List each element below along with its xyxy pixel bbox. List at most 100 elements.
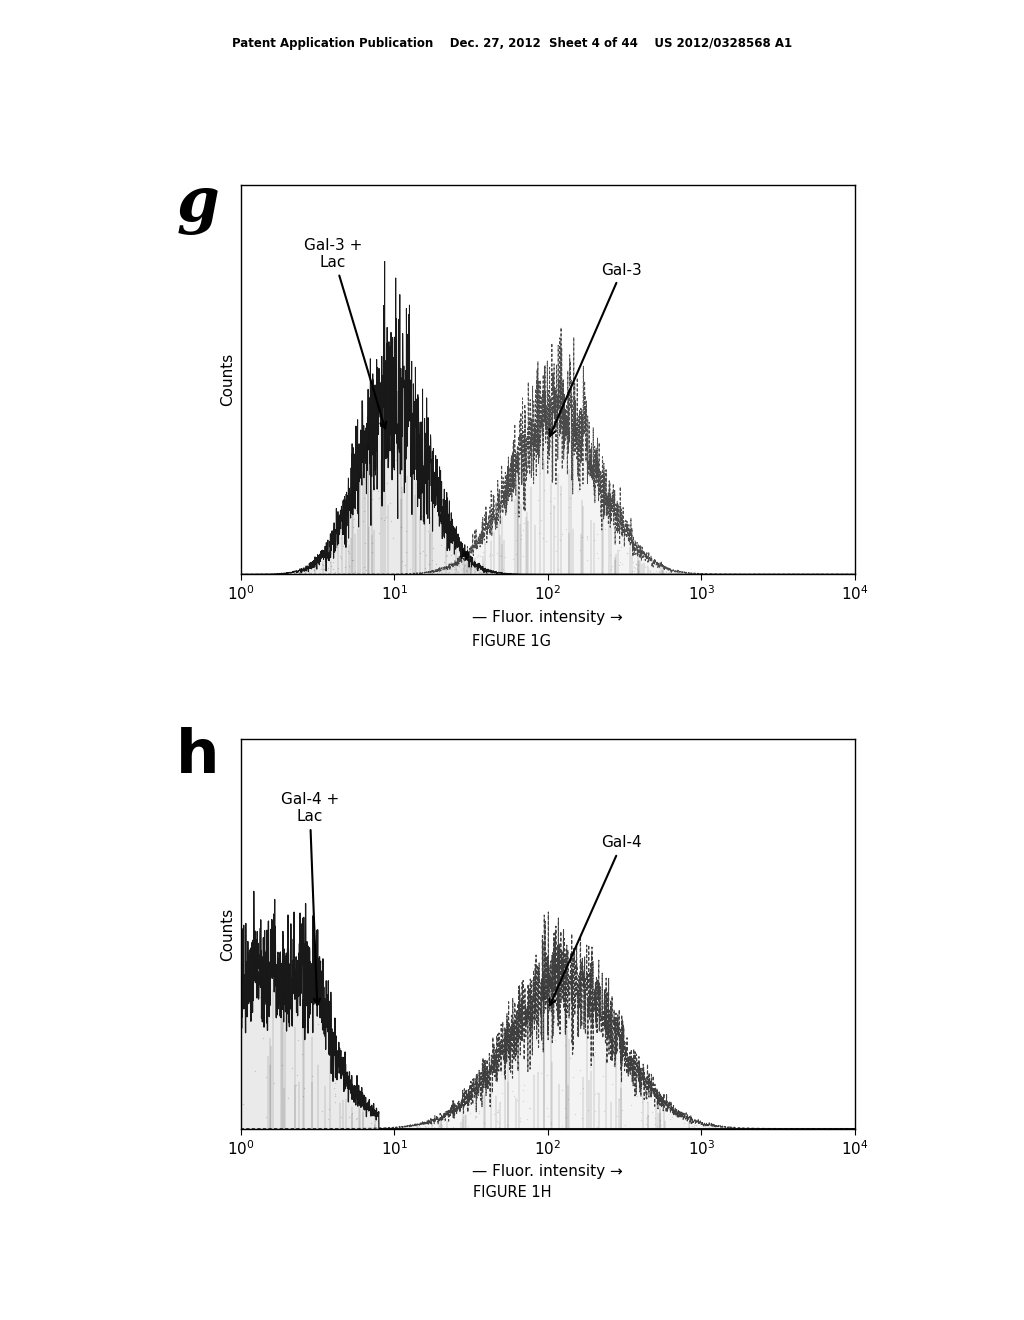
Point [809, 564, 825, 585]
Point [559, 564, 575, 585]
Point [397, 564, 414, 585]
Point [288, 1074, 304, 1096]
Point [796, 564, 812, 585]
Point [650, 1118, 667, 1139]
Point [424, 562, 440, 583]
Point [551, 1118, 567, 1139]
Point [558, 1106, 574, 1127]
Point [656, 1118, 673, 1139]
Point [815, 1118, 831, 1139]
Point [467, 1106, 483, 1127]
Point [675, 1118, 691, 1139]
Point [477, 533, 494, 554]
Point [541, 564, 557, 585]
Point [808, 1118, 824, 1139]
Point [248, 1118, 264, 1139]
Point [644, 562, 660, 583]
Point [479, 562, 496, 583]
Point [520, 1097, 537, 1118]
Point [648, 564, 665, 585]
Point [770, 1118, 786, 1139]
Point [357, 1102, 374, 1123]
Point [468, 561, 484, 582]
Point [581, 564, 597, 585]
Point [726, 564, 742, 585]
Point [250, 564, 266, 585]
Point [524, 564, 541, 585]
Point [776, 564, 793, 585]
Point [824, 564, 841, 585]
Point [508, 544, 524, 565]
Point [753, 1118, 769, 1139]
Point [577, 1118, 593, 1139]
Point [728, 564, 744, 585]
Point [574, 1077, 591, 1098]
Point [763, 564, 779, 585]
Point [507, 502, 523, 523]
Point [733, 564, 750, 585]
Point [680, 564, 696, 585]
Point [423, 562, 439, 583]
Point [596, 1101, 612, 1122]
Point [433, 562, 450, 583]
Point [660, 561, 677, 582]
Point [431, 561, 447, 582]
Point [702, 1118, 719, 1139]
Point [550, 564, 566, 585]
Point [481, 1088, 498, 1109]
Point [641, 560, 657, 581]
Point [755, 1118, 771, 1139]
Point [839, 564, 855, 585]
Point [628, 553, 644, 574]
Point [347, 499, 364, 520]
Point [414, 1118, 430, 1139]
Point [672, 562, 688, 583]
Point [839, 1118, 855, 1139]
Point [401, 558, 418, 579]
Point [365, 541, 381, 562]
Point [738, 564, 755, 585]
Point [828, 564, 845, 585]
Point [762, 564, 778, 585]
Point [492, 564, 508, 585]
Point [808, 564, 824, 585]
Point [732, 1118, 749, 1139]
Point [458, 554, 474, 576]
Point [440, 562, 457, 583]
Point [471, 560, 487, 581]
Point [666, 1118, 682, 1139]
Point [565, 1067, 582, 1088]
Point [258, 1106, 274, 1127]
Point [395, 1117, 412, 1138]
Point [758, 1118, 774, 1139]
Point [626, 1118, 642, 1139]
Point [514, 545, 530, 566]
Point [735, 1118, 752, 1139]
Point [645, 1118, 662, 1139]
Point [511, 1110, 527, 1131]
Point [268, 1118, 285, 1139]
Point [590, 548, 606, 569]
Point [714, 1117, 730, 1138]
Point [456, 556, 472, 577]
Point [588, 564, 604, 585]
Point [841, 1118, 857, 1139]
Point [515, 1080, 531, 1101]
Point [587, 1084, 603, 1105]
Point [713, 1118, 729, 1139]
Point [810, 1118, 826, 1139]
Point [678, 564, 694, 585]
Point [462, 1102, 478, 1123]
Point [260, 564, 276, 585]
Point [769, 1118, 785, 1139]
Point [296, 1077, 312, 1098]
Point [333, 528, 349, 549]
Text: FIGURE 1H: FIGURE 1H [473, 1185, 551, 1200]
Point [255, 1027, 271, 1048]
Point [598, 564, 614, 585]
Point [412, 1118, 428, 1139]
Point [349, 1107, 366, 1129]
Point [790, 564, 806, 585]
Point [634, 564, 650, 585]
Point [725, 564, 741, 585]
